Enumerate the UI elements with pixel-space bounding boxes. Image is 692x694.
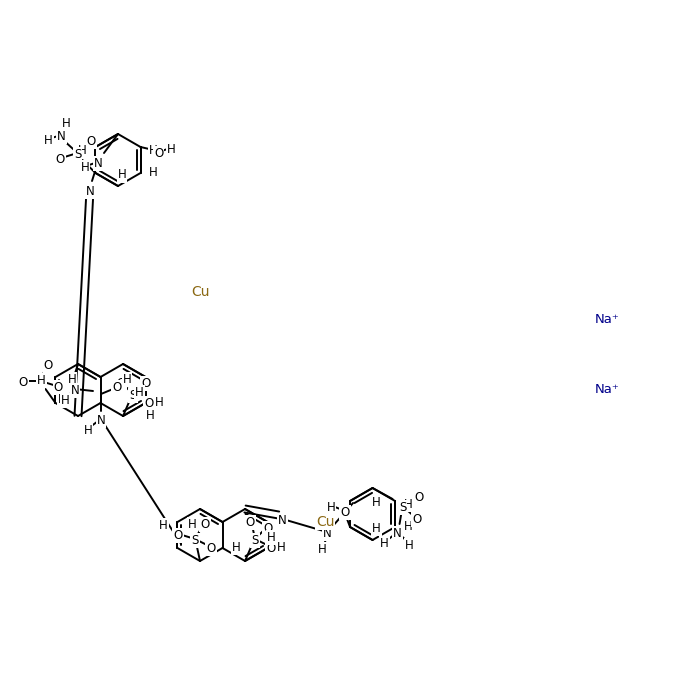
Text: O: O xyxy=(141,377,151,390)
Text: H: H xyxy=(406,539,414,552)
Text: Cu: Cu xyxy=(316,514,334,529)
Text: O: O xyxy=(19,376,28,389)
Text: H: H xyxy=(318,543,327,556)
Text: O: O xyxy=(116,377,126,390)
Text: N: N xyxy=(278,514,287,527)
Text: H: H xyxy=(58,393,67,406)
Text: H: H xyxy=(81,161,89,174)
Text: H: H xyxy=(188,518,197,531)
Text: O: O xyxy=(414,491,424,504)
Text: O: O xyxy=(54,381,63,394)
Text: N: N xyxy=(97,414,105,427)
Text: H: H xyxy=(167,143,176,156)
Text: H: H xyxy=(77,144,86,157)
Text: H: H xyxy=(232,541,241,554)
Text: O: O xyxy=(266,542,275,555)
Text: O: O xyxy=(174,529,183,542)
Text: Na⁺: Na⁺ xyxy=(595,313,620,326)
Text: H: H xyxy=(327,501,336,514)
Text: H: H xyxy=(372,496,381,509)
Text: O: O xyxy=(246,516,255,529)
Text: H: H xyxy=(68,373,76,386)
Text: H: H xyxy=(380,537,389,550)
Text: S: S xyxy=(191,534,199,547)
Text: H: H xyxy=(118,169,127,182)
Text: H: H xyxy=(44,134,53,147)
Text: S: S xyxy=(251,534,259,547)
Text: N: N xyxy=(393,527,402,540)
Text: N: N xyxy=(323,527,332,540)
Text: O: O xyxy=(201,518,210,531)
Text: O: O xyxy=(44,359,53,372)
Text: H: H xyxy=(403,498,412,511)
Text: S: S xyxy=(74,148,81,161)
Text: H: H xyxy=(145,409,154,422)
Text: O: O xyxy=(87,135,96,148)
Text: H: H xyxy=(61,394,69,407)
Text: N: N xyxy=(71,384,80,397)
Text: S: S xyxy=(37,376,44,389)
Text: H: H xyxy=(159,519,168,532)
Text: H: H xyxy=(118,168,127,181)
Text: S: S xyxy=(129,389,137,402)
Text: O: O xyxy=(206,542,216,555)
Text: H: H xyxy=(84,424,92,437)
Text: H: H xyxy=(149,164,158,177)
Text: H: H xyxy=(135,386,144,399)
Text: H: H xyxy=(122,373,131,386)
Text: N: N xyxy=(93,157,102,170)
Text: H: H xyxy=(155,396,164,409)
Text: Cu: Cu xyxy=(191,285,209,298)
Text: O: O xyxy=(412,513,421,526)
Text: H: H xyxy=(277,541,286,554)
Text: Na⁺: Na⁺ xyxy=(595,383,620,396)
Text: O: O xyxy=(145,397,154,410)
Text: O: O xyxy=(154,147,163,160)
Text: H: H xyxy=(150,168,159,181)
Text: H: H xyxy=(403,520,412,533)
Text: H: H xyxy=(372,522,381,535)
Text: O: O xyxy=(340,506,349,519)
Text: O: O xyxy=(264,522,273,535)
Text: S: S xyxy=(399,501,406,514)
Text: H: H xyxy=(149,166,158,179)
Text: H: H xyxy=(149,144,158,157)
Text: H: H xyxy=(78,144,87,157)
Text: O: O xyxy=(112,381,122,394)
Text: O: O xyxy=(56,153,65,166)
Text: N: N xyxy=(86,185,94,198)
Text: H: H xyxy=(267,531,276,544)
Text: N: N xyxy=(57,130,66,143)
Text: H: H xyxy=(62,117,71,130)
Text: H: H xyxy=(37,374,46,387)
